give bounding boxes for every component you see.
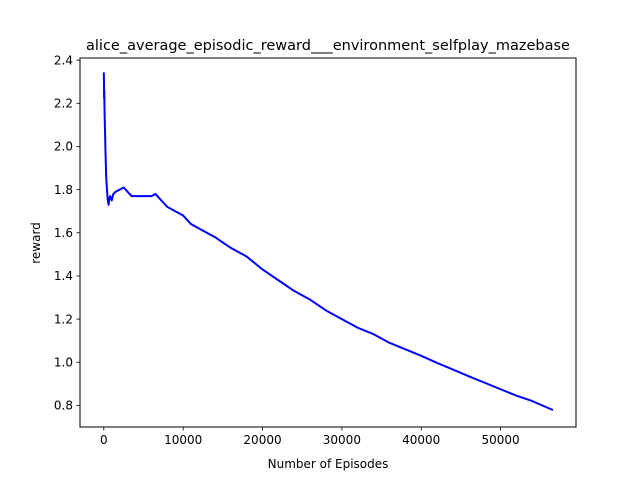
y-axis: 0.8 1.0 1.2 1.4 1.6 1.8 2.0 2.2 2.4 bbox=[54, 53, 80, 413]
y-tick-label: 2.4 bbox=[54, 53, 73, 67]
y-tick-label: 1.8 bbox=[54, 183, 73, 197]
x-tick-label: 30000 bbox=[323, 433, 361, 447]
x-tick-label: 20000 bbox=[243, 433, 281, 447]
y-tick-label: 1.6 bbox=[54, 226, 73, 240]
chart-title: alice_average_episodic_reward___environm… bbox=[86, 38, 570, 54]
y-tick-label: 1.0 bbox=[54, 355, 73, 369]
x-tick-label: 10000 bbox=[164, 433, 202, 447]
x-axis-label: Number of Episodes bbox=[268, 457, 389, 471]
y-axis-label: reward bbox=[29, 222, 43, 264]
y-tick-label: 2.2 bbox=[54, 97, 73, 111]
x-tick-label: 40000 bbox=[402, 433, 440, 447]
series-line bbox=[102, 72, 554, 411]
y-tick-label: 1.4 bbox=[54, 269, 73, 283]
y-tick-label: 1.2 bbox=[54, 312, 73, 326]
x-axis: 0 10000 20000 30000 40000 50000 bbox=[100, 427, 520, 447]
y-tick-label: 2.0 bbox=[54, 140, 73, 154]
x-tick-label: 0 bbox=[100, 433, 108, 447]
plot-frame bbox=[79, 57, 577, 428]
plot-area bbox=[102, 72, 554, 411]
y-tick-label: 0.8 bbox=[54, 399, 73, 413]
x-tick-label: 50000 bbox=[482, 433, 520, 447]
